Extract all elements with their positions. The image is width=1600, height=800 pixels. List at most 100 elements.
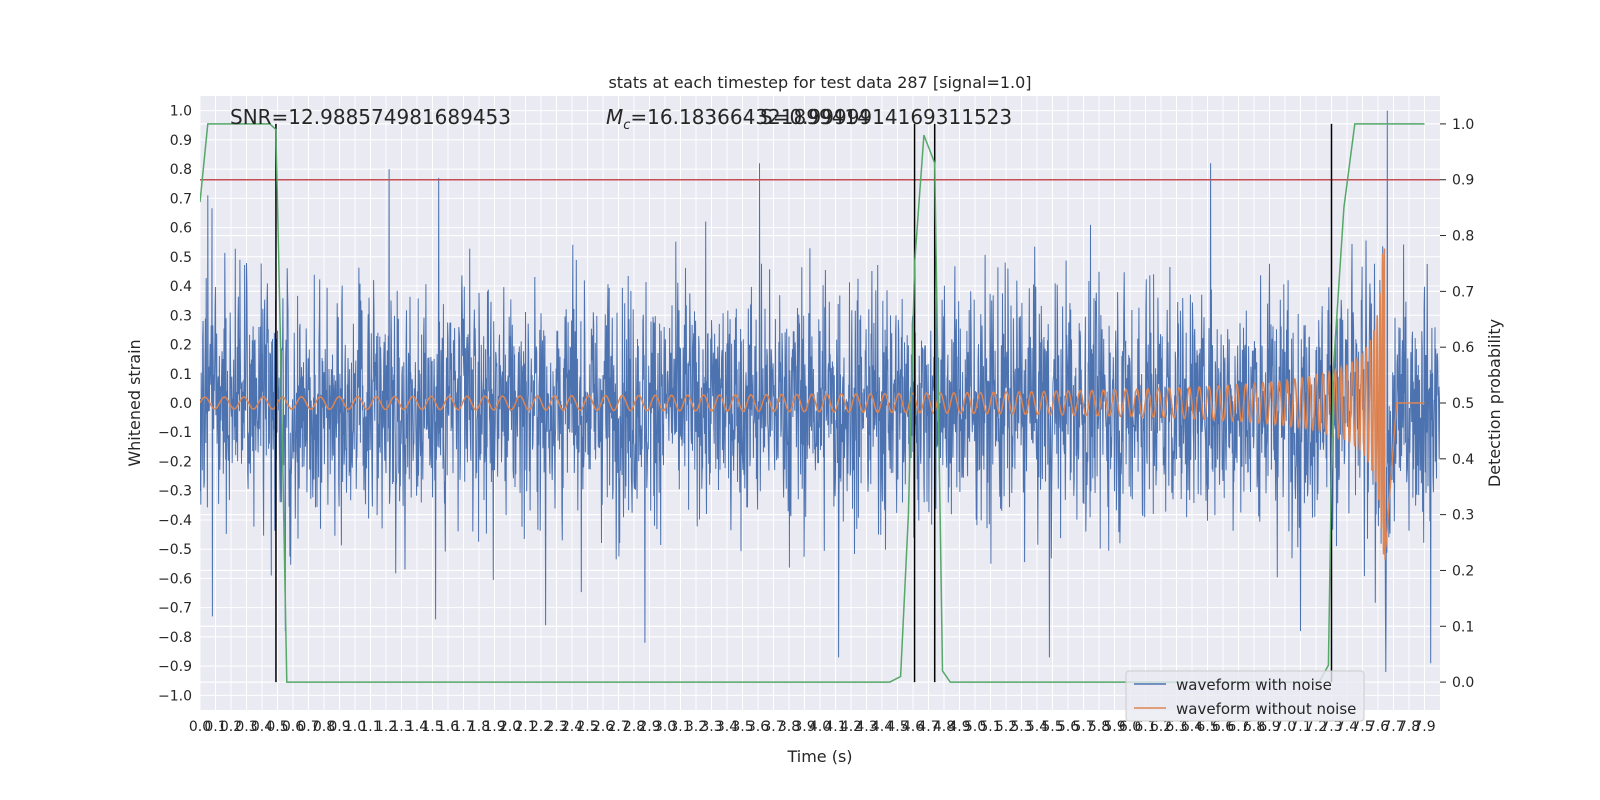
y-axis-right-label: Detection probability — [1485, 319, 1504, 487]
y-tick-label: 0.8 — [170, 162, 192, 178]
x-tick-label: 6.8 — [1243, 719, 1265, 735]
x-tick-label: 2.9 — [638, 719, 660, 735]
x-tick-label: 3.2 — [685, 719, 707, 735]
y-tick-label: 0.9 — [170, 133, 192, 149]
x-tick-label: 5.9 — [1103, 719, 1125, 735]
x-tick-label: 6.0 — [1119, 719, 1141, 735]
y-tick-label: −0.3 — [158, 484, 192, 500]
chirp-mass-annotation: Mc=16.183664321899414 — [606, 105, 870, 133]
x-tick-label: 0.0 — [189, 719, 211, 735]
y-tick-label: −0.6 — [158, 571, 192, 587]
x-tick-label: 0.3 — [235, 719, 257, 735]
y-tick-label: 0.1 — [170, 367, 192, 383]
x-tick-label: 4.3 — [855, 719, 877, 735]
y-tick-label-right: 0.9 — [1452, 173, 1474, 189]
x-tick-label: 4.1 — [824, 719, 846, 735]
x-tick-label: 6.7 — [1227, 719, 1249, 735]
legend-label-noise: waveform with noise — [1176, 676, 1332, 694]
x-tick-label: 7.2 — [1305, 719, 1327, 735]
x-tick-label: 1.0 — [344, 719, 366, 735]
y-tick-label: −0.7 — [158, 601, 192, 617]
y-tick-label-right: 0.7 — [1452, 284, 1474, 300]
series-detection-probability — [200, 123, 1425, 683]
x-tick-label: 7.0 — [1274, 719, 1296, 735]
x-tick-label: 6.1 — [1134, 719, 1156, 735]
x-tick-label: 0.4 — [251, 719, 273, 735]
y-tick-label: −0.8 — [158, 630, 192, 646]
y-tick-label: −1.0 — [158, 688, 192, 704]
x-axis-label: Time (s) — [786, 747, 852, 766]
x-tick-label: 4.0 — [809, 719, 831, 735]
y-tick-label: −0.1 — [158, 425, 192, 441]
x-tick-label: 2.0 — [499, 719, 521, 735]
x-tick-label: 0.2 — [220, 719, 242, 735]
x-tick-label: 5.7 — [1072, 719, 1094, 735]
x-tick-label: 1.7 — [452, 719, 474, 735]
y-tick-label-right: 0.0 — [1452, 675, 1474, 691]
x-tick-label: 4.2 — [840, 719, 862, 735]
x-tick-label: 2.7 — [607, 719, 629, 735]
x-tick-label: 2.8 — [623, 719, 645, 735]
x-tick-label: 7.9 — [1413, 719, 1435, 735]
data-layer — [200, 110, 1440, 683]
x-tick-label: 6.5 — [1196, 719, 1218, 735]
y-tick-label: −0.9 — [158, 659, 192, 675]
y-tick-label: 0.4 — [170, 279, 192, 295]
x-tick-label: 1.9 — [483, 719, 505, 735]
y-tick-label-right: 0.1 — [1452, 619, 1474, 635]
x-tick-label: 7.8 — [1398, 719, 1420, 735]
x-tick-label: 1.2 — [375, 719, 397, 735]
x-tick-label: 5.6 — [1057, 719, 1079, 735]
overlap-annotation: S=0.9999914169311523 — [760, 105, 1012, 129]
x-tick-label: 2.2 — [530, 719, 552, 735]
x-tick-label: 2.5 — [576, 719, 598, 735]
x-tick-label: 0.5 — [266, 719, 288, 735]
y-tick-label: 0.5 — [170, 250, 192, 266]
x-tick-label: 5.4 — [1026, 719, 1048, 735]
x-tick-label: 4.6 — [902, 719, 924, 735]
x-tick-label: 7.1 — [1289, 719, 1311, 735]
x-tick-label: 1.6 — [437, 719, 459, 735]
x-tick-label: 5.3 — [1010, 719, 1032, 735]
x-tick-label: 1.1 — [359, 719, 381, 735]
x-tick-label: 3.9 — [793, 719, 815, 735]
x-tick-label: 4.9 — [948, 719, 970, 735]
detection-markers — [275, 123, 1333, 683]
x-tick-label: 0.1 — [204, 719, 226, 735]
x-tick-label: 3.0 — [654, 719, 676, 735]
y-tick-label-right: 1.0 — [1452, 117, 1474, 133]
x-tick-label: 1.5 — [421, 719, 443, 735]
y-tick-label-right: 0.8 — [1452, 229, 1474, 245]
x-tick-label: 6.3 — [1165, 719, 1187, 735]
x-tick-label: 1.3 — [390, 719, 412, 735]
x-tick-label: 3.8 — [778, 719, 800, 735]
y-axis-left-ticks: 1.0 0.9 0.8 0.7 0.6 0.5 0.4 0.3 0.2 0.1 0.0 −0.1 −0.… — [158, 104, 192, 705]
x-tick-label: 3.3 — [700, 719, 722, 735]
x-tick-label: 7.5 — [1351, 719, 1373, 735]
x-tick-label: 6.9 — [1258, 719, 1280, 735]
x-tick-label: 4.4 — [871, 719, 893, 735]
y-tick-label: −0.2 — [158, 454, 192, 470]
x-tick-label: 1.4 — [406, 719, 428, 735]
x-tick-label: 1.8 — [468, 719, 490, 735]
y-tick-label: −0.4 — [158, 513, 192, 529]
x-tick-label: 7.6 — [1367, 719, 1389, 735]
x-axis-ticks: 0.00.10.20.30.40.50.60.70.80.91.01.11.21… — [189, 719, 1436, 735]
series-waveform-with-noise — [200, 110, 1440, 673]
x-tick-label: 3.6 — [747, 719, 769, 735]
x-tick-label: 3.4 — [716, 719, 738, 735]
x-tick-label: 5.1 — [979, 719, 1001, 735]
x-tick-label: 5.0 — [964, 719, 986, 735]
y-tick-label-right: 0.4 — [1452, 452, 1474, 468]
x-tick-label: 0.7 — [297, 719, 319, 735]
x-tick-label: 5.2 — [995, 719, 1017, 735]
x-tick-label: 5.5 — [1041, 719, 1063, 735]
y-tick-label-right: 0.3 — [1452, 508, 1474, 524]
x-tick-label: 4.8 — [933, 719, 955, 735]
y-tick-label: 0.3 — [170, 308, 192, 324]
x-tick-label: 3.7 — [762, 719, 784, 735]
y-tick-label: −0.5 — [158, 542, 192, 558]
x-tick-label: 2.3 — [545, 719, 567, 735]
y-axis-right-ticks: 1.0 0.9 0.8 0.7 0.6 0.5 0.4 0.3 0.2 0.1 0.0 — [1440, 117, 1474, 691]
